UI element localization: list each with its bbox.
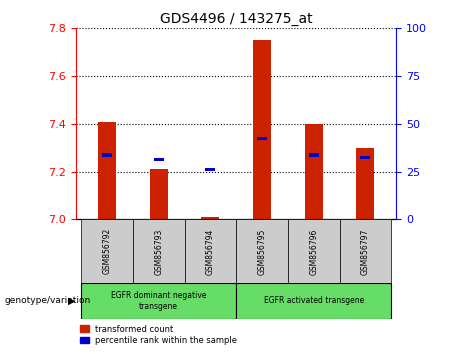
Bar (236, 283, 391, 319)
Bar (309, 153, 319, 157)
Title: GDS4496 / 143275_at: GDS4496 / 143275_at (160, 12, 313, 26)
Bar (257, 137, 267, 140)
Bar (98, 121, 116, 219)
Bar (288, 219, 340, 283)
Bar (361, 156, 371, 159)
Text: GSM856795: GSM856795 (258, 228, 266, 275)
Bar (356, 148, 374, 219)
Bar (150, 169, 168, 219)
Bar (133, 219, 184, 283)
Text: EGFR activated transgene: EGFR activated transgene (264, 296, 364, 306)
Text: EGFR dominant negative
transgene: EGFR dominant negative transgene (111, 291, 207, 310)
Text: ▶: ▶ (68, 296, 76, 306)
Text: genotype/variation: genotype/variation (5, 296, 91, 306)
Bar (305, 124, 323, 219)
Bar (81, 219, 133, 283)
Text: GSM856794: GSM856794 (206, 228, 215, 275)
Text: GSM856797: GSM856797 (361, 228, 370, 275)
Text: GSM856793: GSM856793 (154, 228, 163, 275)
Bar (81, 283, 236, 319)
Text: GSM856796: GSM856796 (309, 228, 318, 275)
Bar (201, 217, 219, 219)
Bar (184, 219, 236, 283)
Bar (253, 40, 271, 219)
Legend: transformed count, percentile rank within the sample: transformed count, percentile rank withi… (80, 325, 237, 345)
Bar (340, 219, 391, 283)
Bar (206, 167, 215, 171)
Bar (154, 158, 164, 161)
Text: GSM856792: GSM856792 (102, 228, 112, 274)
Bar (102, 153, 112, 157)
Bar (236, 219, 288, 283)
